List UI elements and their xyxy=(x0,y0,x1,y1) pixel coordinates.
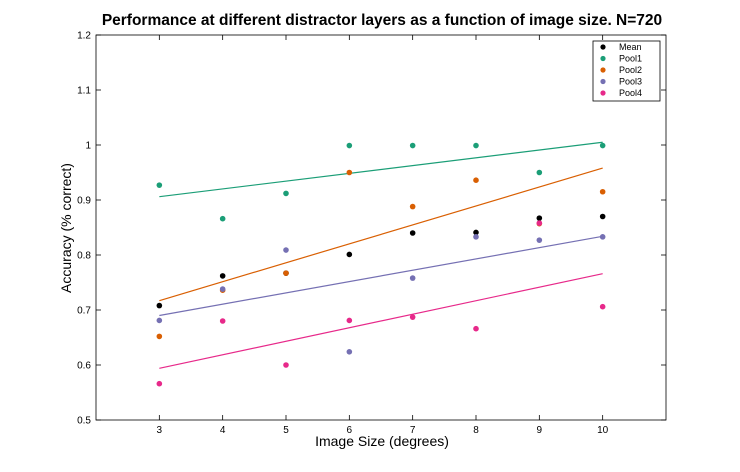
y-axis-label: Accuracy (% correct) xyxy=(58,163,74,293)
data-point-mean xyxy=(536,215,543,221)
legend-marker-pool2 xyxy=(600,67,606,73)
data-point-pool4 xyxy=(346,317,353,324)
x-axis-label: Image Size (degrees) xyxy=(315,433,449,449)
data-point-mean xyxy=(219,273,226,279)
data-point-pool1 xyxy=(219,215,226,222)
data-point-pool3 xyxy=(156,317,163,324)
data-point-pool4 xyxy=(283,362,289,368)
data-point-pool1 xyxy=(536,169,543,176)
legend-label-pool2: Pool2 xyxy=(619,65,642,75)
fit-lines xyxy=(159,141,603,369)
x-tick-label: 9 xyxy=(537,425,543,436)
data-point-mean xyxy=(473,229,479,236)
data-point-pool1 xyxy=(346,142,353,149)
legend-marker-pool4 xyxy=(600,90,606,96)
x-tick-label: 10 xyxy=(597,425,609,436)
fit-line-pool1 xyxy=(159,141,603,198)
data-point-pool3 xyxy=(599,234,606,240)
x-tick-label: 8 xyxy=(473,425,479,436)
y-tick-label: 0.6 xyxy=(77,361,91,372)
data-point-mean xyxy=(409,230,416,236)
data-point-pool2 xyxy=(473,177,479,183)
data-point-pool3 xyxy=(409,275,416,281)
data-point-mean xyxy=(599,213,606,220)
x-tick-label: 7 xyxy=(410,425,416,436)
data-point-pool2 xyxy=(156,333,163,340)
y-axis-ticks: 0.5 0.6 0.7 0.8 0.9 1 1.1 1.2 xyxy=(77,31,666,427)
y-tick-label: 1.1 xyxy=(77,86,91,97)
x-tick-label: 6 xyxy=(347,425,353,436)
data-point-pool2 xyxy=(409,203,416,210)
plot-area xyxy=(95,34,667,421)
data-point-pool4 xyxy=(409,314,416,320)
data-point-pool3 xyxy=(346,349,353,355)
data-point-pool4 xyxy=(219,318,226,324)
y-tick-label: 1 xyxy=(85,141,91,152)
data-point-pool4 xyxy=(473,325,479,332)
fit-line-pool4 xyxy=(159,273,603,369)
fit-line-pool2 xyxy=(159,167,603,302)
y-tick-label: 1.2 xyxy=(77,31,91,42)
legend-marker-pool1 xyxy=(600,55,606,62)
y-tick-label: 0.8 xyxy=(77,251,91,262)
data-point-pool3 xyxy=(283,247,289,253)
data-point-pool4 xyxy=(156,380,163,387)
data-point-pool1 xyxy=(409,142,416,149)
legend-label-mean: Mean xyxy=(619,42,642,52)
legend-marker-pool3 xyxy=(600,78,606,85)
data-points xyxy=(156,142,606,387)
x-tick-label: 3 xyxy=(157,425,163,436)
data-point-pool1 xyxy=(156,182,163,188)
data-point-pool2 xyxy=(346,169,353,176)
x-tick-label: 4 xyxy=(220,425,226,436)
data-point-mean xyxy=(346,251,353,258)
data-point-pool4 xyxy=(599,303,606,310)
data-point-pool2 xyxy=(599,188,606,195)
data-point-pool3 xyxy=(473,234,479,240)
y-tick-label: 0.7 xyxy=(77,306,91,317)
data-point-pool2 xyxy=(283,270,289,276)
data-point-pool1 xyxy=(473,142,479,149)
legend-marker-mean xyxy=(600,44,606,50)
data-point-pool3 xyxy=(536,237,543,243)
x-tick-label: 5 xyxy=(283,425,289,436)
data-point-mean xyxy=(156,302,163,309)
legend-label-pool4: Pool4 xyxy=(619,88,642,98)
y-tick-label: 0.5 xyxy=(77,416,91,427)
data-point-pool3 xyxy=(219,286,226,292)
chart-title: Performance at different distractor laye… xyxy=(102,12,662,29)
y-tick-label: 0.9 xyxy=(77,196,91,207)
data-point-pool1 xyxy=(283,190,289,197)
legend-label-pool3: Pool3 xyxy=(619,77,642,87)
fit-line-pool3 xyxy=(159,235,603,317)
data-point-pool1 xyxy=(599,142,606,149)
data-point-pool4 xyxy=(536,220,543,226)
x-axis-ticks: 3 4 5 6 7 8 9 10 xyxy=(157,35,609,436)
legend-label-pool1: Pool1 xyxy=(619,54,642,64)
